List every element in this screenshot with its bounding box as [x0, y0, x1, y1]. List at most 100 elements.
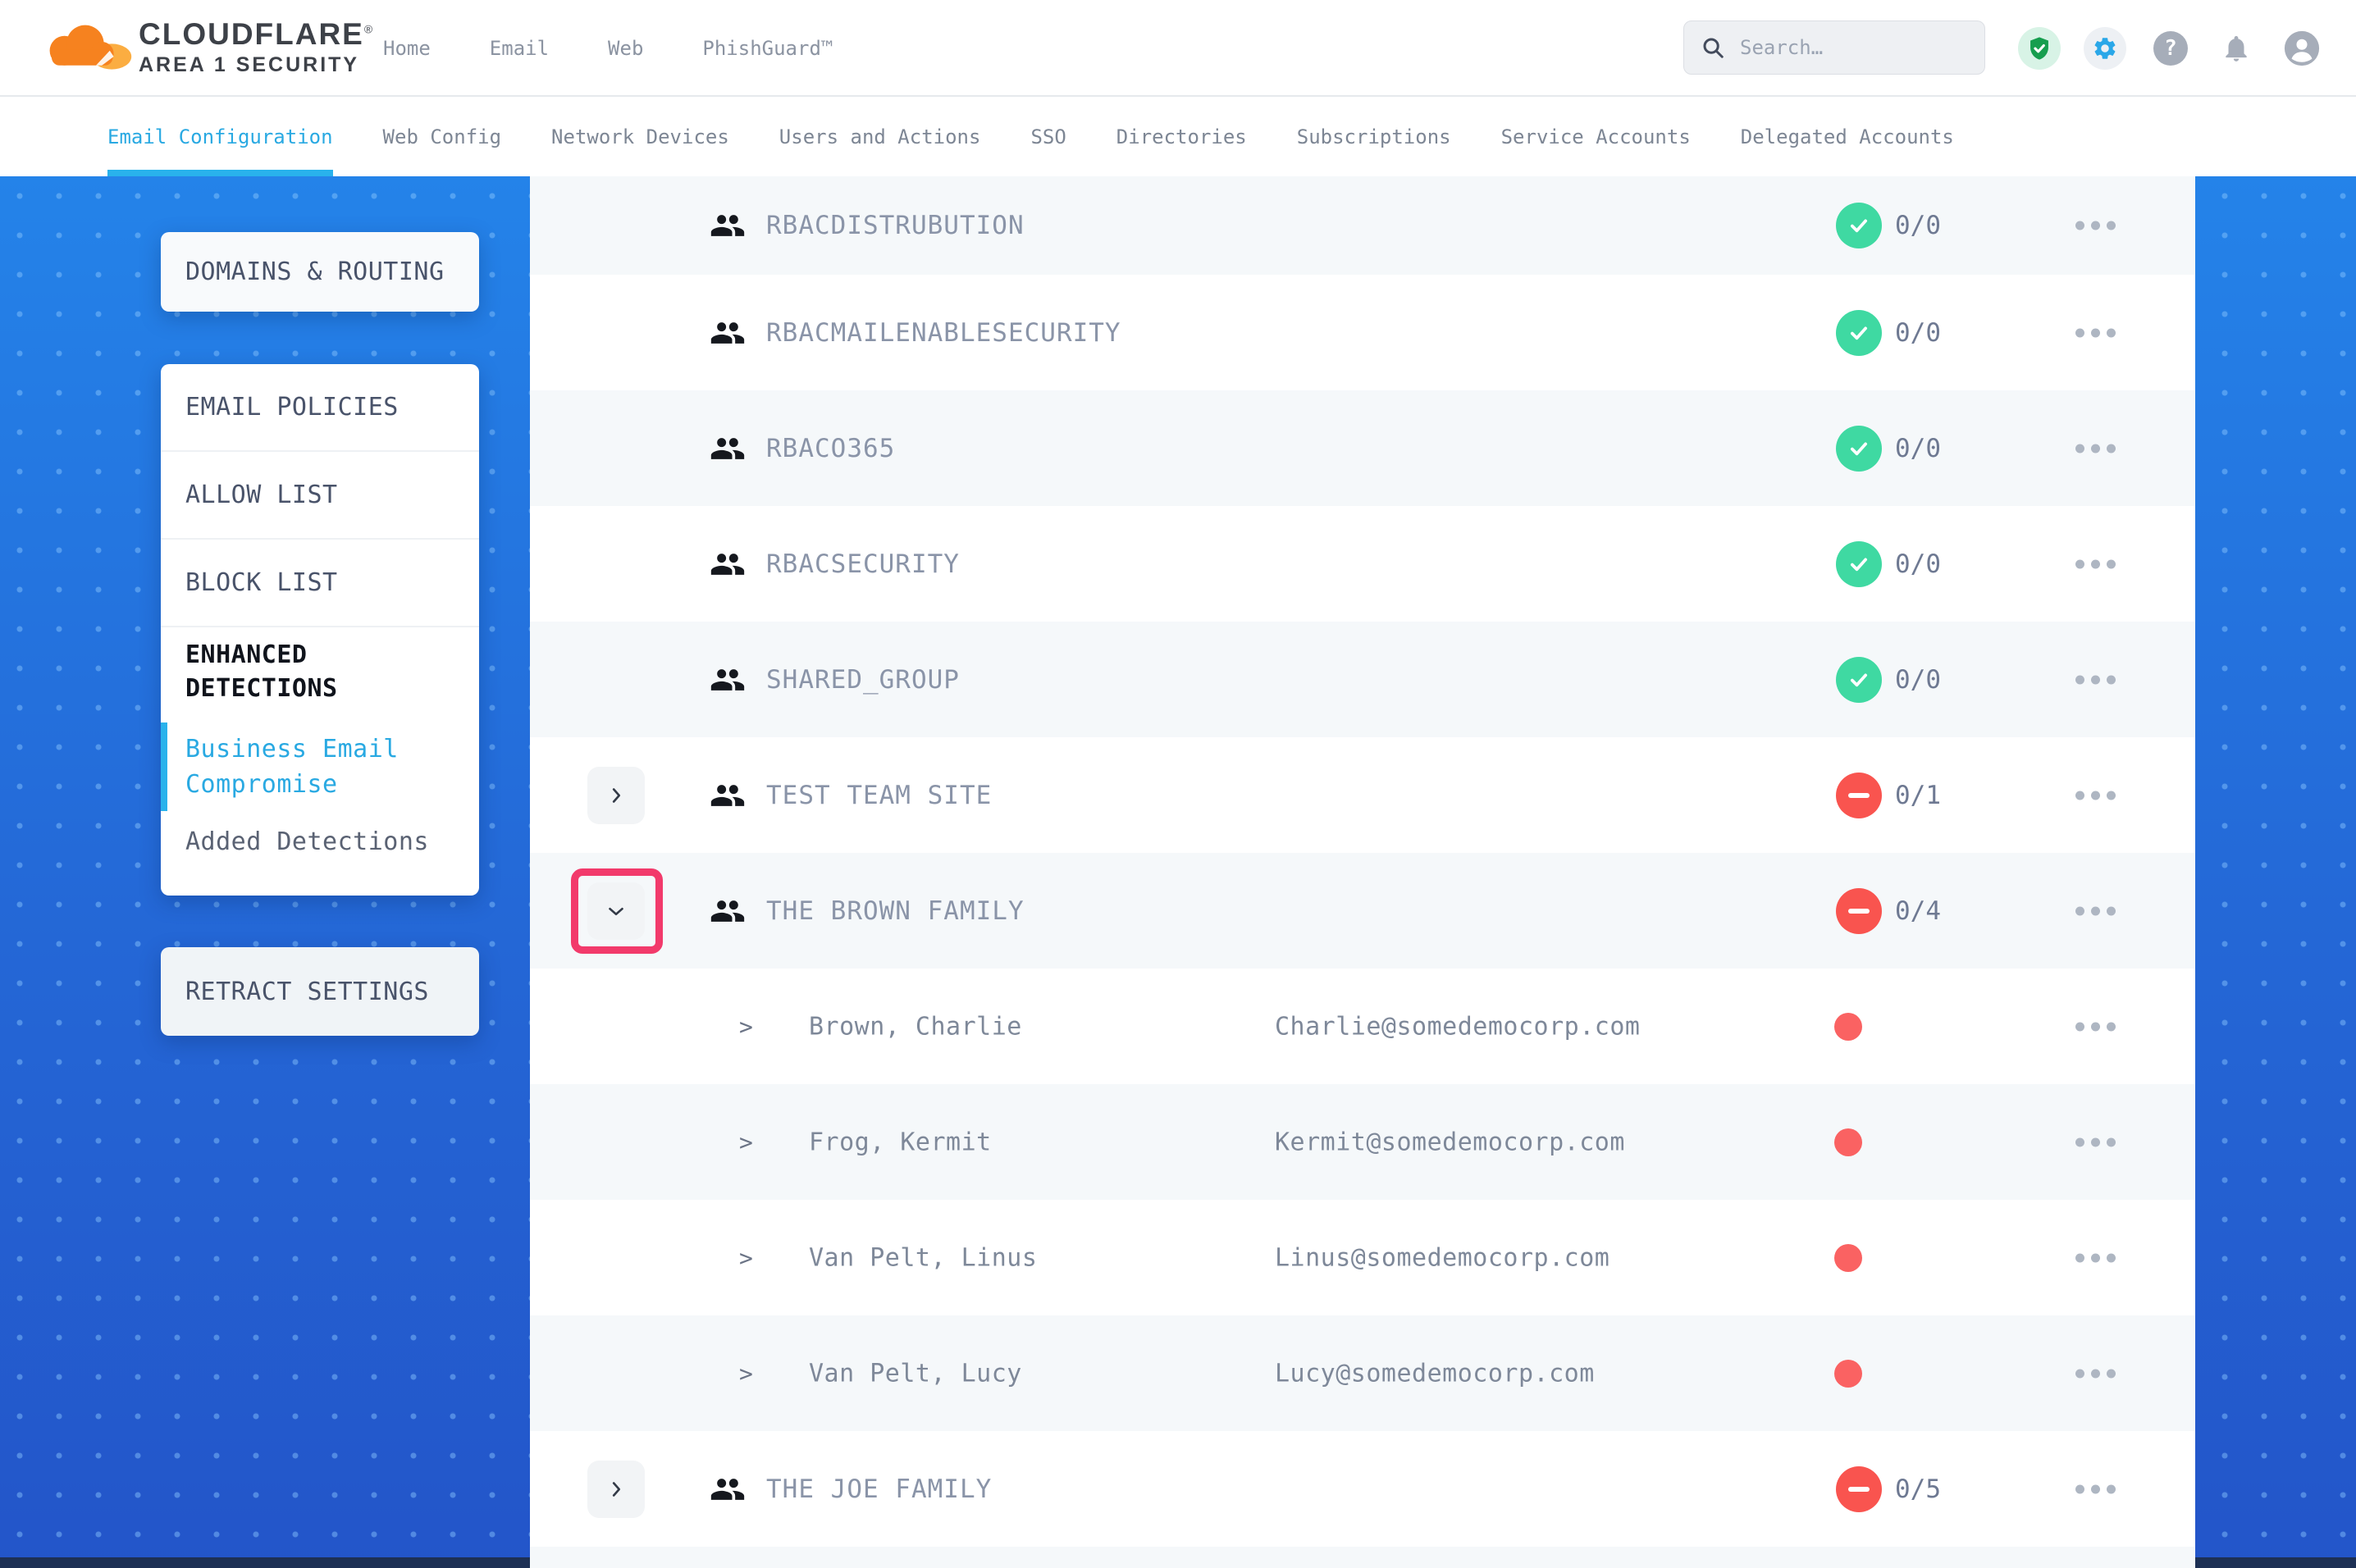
member-name: Van Pelt, Lucy — [809, 1359, 1022, 1388]
menu-dot-icon — [2107, 1484, 2116, 1493]
menu-dot-icon — [2107, 328, 2116, 337]
header-nav-link-phishguard[interactable]: PhishGuard™ — [702, 37, 833, 60]
menu-dot-icon — [2107, 906, 2116, 915]
header-nav-link-home[interactable]: Home — [383, 37, 431, 60]
member-email: Charlie@somedemocorp.com — [1275, 1012, 1641, 1041]
header-nav-link-web[interactable]: Web — [608, 37, 644, 60]
member-name: Brown, Charlie — [809, 1012, 1022, 1041]
menu-dot-icon — [2075, 675, 2084, 684]
group-name: THE BROWN FAMILY — [766, 896, 1025, 926]
sidebar-item-email-policies[interactable]: EMAIL POLICIES — [161, 364, 479, 452]
notifications-bell-icon[interactable] — [2215, 27, 2258, 70]
account-avatar-icon[interactable] — [2281, 27, 2323, 70]
brand-name: CLOUDFLARE — [139, 16, 364, 51]
tab-email-configuration[interactable]: Email Configuration — [107, 97, 333, 176]
groups-table: RBACDISTRUBUTION 0/0 RBACMAILENABLESECURIT… — [530, 176, 2195, 1568]
group-icon — [710, 1471, 746, 1507]
sidebar-card-domains-routing[interactable]: DOMAINS & ROUTING — [161, 232, 479, 312]
menu-dot-icon — [2091, 328, 2100, 337]
menu-dot-icon — [2091, 1484, 2100, 1493]
menu-dot-icon — [2091, 559, 2100, 568]
member-chevron-icon[interactable]: > — [739, 1360, 753, 1387]
status-check-icon — [1836, 540, 1882, 587]
sidebar-card-retract-settings[interactable]: RETRACT SETTINGS — [161, 947, 479, 1036]
registered-mark: ® — [363, 22, 375, 36]
sidebar-item-added-detections[interactable]: Added Detections — [161, 809, 479, 873]
member-count: 0/4 — [1895, 896, 1941, 926]
tab-sso[interactable]: SSO — [1030, 125, 1066, 148]
sidebar-item-label: Business Email Compromise — [185, 734, 399, 800]
sidebar-item-label: ALLOW LIST — [185, 481, 338, 509]
menu-dot-icon — [2107, 444, 2116, 453]
header-nav-link-email[interactable]: Email — [489, 37, 550, 60]
row-menu-button[interactable] — [2067, 1014, 2124, 1039]
group-icon — [710, 207, 746, 244]
row-menu-button[interactable] — [2067, 1361, 2124, 1386]
member-row: > Brown, Charlie Charlie@somedemocorp.com — [530, 969, 2195, 1084]
group-name: SHARED_GROUP — [766, 664, 960, 695]
expand-group-button[interactable] — [587, 766, 645, 824]
group-name: RBACDISTRUBUTION — [766, 211, 1025, 240]
row-menu-button[interactable] — [2067, 1476, 2124, 1502]
search-box[interactable] — [1683, 21, 1985, 75]
security-shield-icon[interactable] — [2018, 27, 2061, 70]
header-icons: ? — [2018, 0, 2323, 97]
tab-delegated-accounts[interactable]: Delegated Accounts — [1740, 125, 1954, 148]
tab-service-accounts[interactable]: Service Accounts — [1500, 125, 1691, 148]
group-icon — [710, 777, 746, 814]
group-icon — [710, 431, 746, 467]
menu-dot-icon — [2107, 791, 2116, 800]
sidebar-item-business-email-compromise[interactable]: Business Email Compromise — [161, 722, 479, 811]
group-row: THE BROWN FAMILY 0/4 — [530, 853, 2195, 969]
expand-group-button[interactable] — [587, 1460, 645, 1518]
member-email: Kermit@somedemocorp.com — [1275, 1128, 1625, 1156]
member-status-dot — [1834, 1128, 1862, 1156]
menu-dot-icon — [2091, 1022, 2100, 1031]
row-menu-button[interactable] — [2067, 1129, 2124, 1155]
menu-dot-icon — [2075, 906, 2084, 915]
tab-subscriptions[interactable]: Subscriptions — [1296, 125, 1451, 148]
sidebar-item-label: Added Detections — [185, 827, 429, 856]
tab-web-config[interactable]: Web Config — [382, 125, 502, 148]
member-chevron-icon[interactable]: > — [739, 1244, 753, 1271]
tab-network-devices[interactable]: Network Devices — [551, 125, 729, 148]
group-row: RBACDISTRUBUTION 0/0 — [530, 176, 2195, 275]
help-icon[interactable]: ? — [2149, 27, 2192, 70]
row-menu-button[interactable] — [2067, 551, 2124, 577]
menu-dot-icon — [2091, 1137, 2100, 1146]
sidebar-item-allow-list[interactable]: ALLOW LIST — [161, 452, 479, 540]
group-row: THE JOE FAMILY 0/5 — [530, 1431, 2195, 1547]
row-menu-button[interactable] — [2067, 898, 2124, 923]
row-menu-button[interactable] — [2067, 782, 2124, 808]
search-input[interactable] — [1740, 36, 1961, 59]
member-status-dot — [1834, 1243, 1862, 1272]
sidebar-item-label: BLOCK LIST — [185, 568, 338, 597]
menu-dot-icon — [2091, 1369, 2100, 1378]
settings-gear-icon[interactable] — [2084, 27, 2126, 70]
member-email: Lucy@somedemocorp.com — [1275, 1359, 1595, 1388]
row-menu-button[interactable] — [2067, 435, 2124, 461]
group-icon — [710, 315, 746, 351]
menu-dot-icon — [2075, 1484, 2084, 1493]
member-chevron-icon[interactable]: > — [739, 1013, 753, 1040]
row-menu-button[interactable] — [2067, 320, 2124, 345]
config-tabbar: Email Configuration Web Config Network Dev… — [0, 97, 2356, 176]
collapse-group-button[interactable] — [587, 882, 645, 940]
brand-subtitle: AREA 1 SECURITY — [139, 52, 360, 76]
menu-dot-icon — [2107, 559, 2116, 568]
cloudflare-logo[interactable]: CLOUDFLARE® AREA 1 SECURITY — [37, 11, 374, 82]
row-menu-button[interactable] — [2067, 1245, 2124, 1270]
row-menu-button[interactable] — [2067, 667, 2124, 692]
tab-users-and-actions[interactable]: Users and Actions — [778, 125, 981, 148]
menu-dot-icon — [2075, 791, 2084, 800]
menu-dot-icon — [2075, 444, 2084, 453]
group-row: SHARED_GROUP 0/0 — [530, 622, 2195, 737]
menu-dot-icon — [2075, 559, 2084, 568]
member-chevron-icon[interactable]: > — [739, 1128, 753, 1155]
menu-dot-icon — [2075, 328, 2084, 337]
member-name: Frog, Kermit — [809, 1128, 992, 1156]
tab-directories[interactable]: Directories — [1116, 125, 1247, 148]
group-row: RBACMAILENABLESECURITY 0/0 — [530, 275, 2195, 390]
row-menu-button[interactable] — [2067, 213, 2124, 239]
sidebar-item-block-list[interactable]: BLOCK LIST — [161, 540, 479, 627]
